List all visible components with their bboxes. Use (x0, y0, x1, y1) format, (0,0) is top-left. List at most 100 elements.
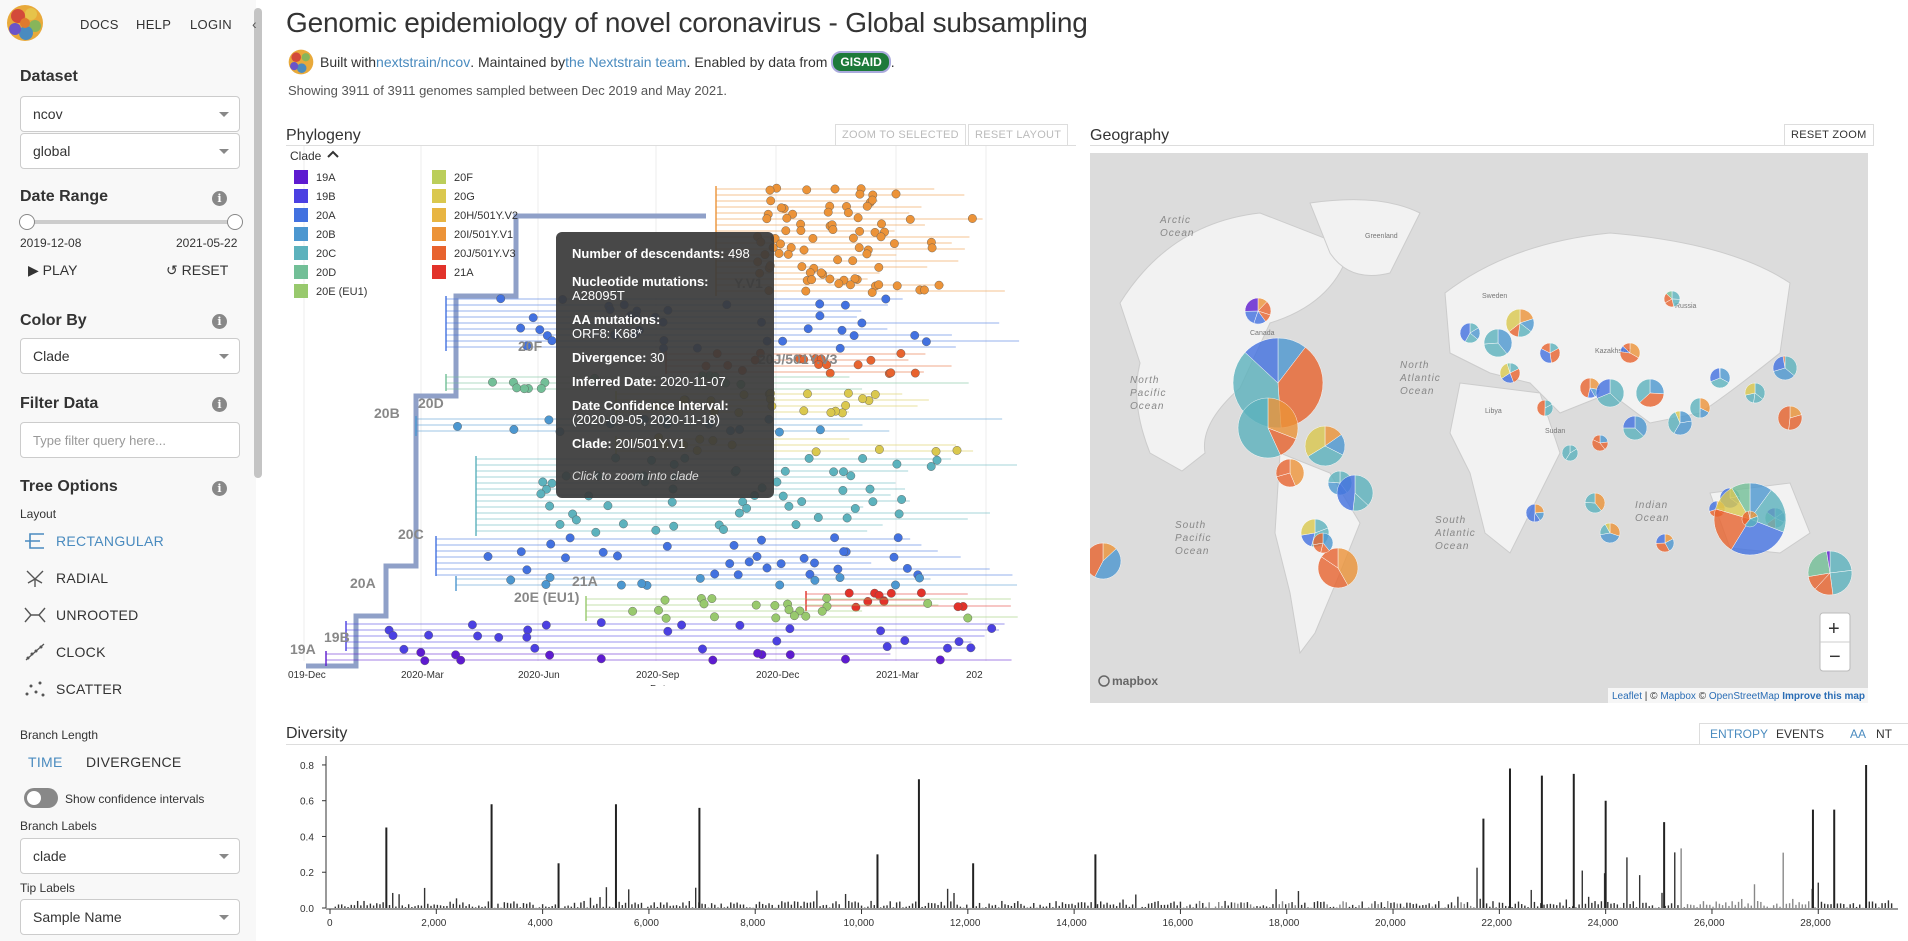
map-pie[interactable] (1499, 362, 1521, 384)
tree-tip[interactable] (420, 656, 430, 666)
tree-tip[interactable] (424, 630, 434, 640)
tree-tip[interactable] (785, 624, 795, 634)
tree-tip[interactable] (835, 343, 845, 353)
pie-slice[interactable] (1289, 458, 1305, 487)
tree-tip[interactable] (654, 605, 663, 615)
tree-tip[interactable] (830, 184, 840, 194)
tree-tip[interactable] (751, 600, 761, 610)
pie-slice[interactable] (1713, 508, 1751, 551)
tree-tip[interactable] (926, 462, 936, 471)
tree-tip[interactable] (799, 553, 809, 563)
tree-tip[interactable] (857, 318, 867, 328)
reset-zoom-button[interactable]: RESET ZOOM (1784, 124, 1874, 146)
tree-tip[interactable] (867, 195, 877, 205)
date-end-handle[interactable] (227, 214, 243, 230)
tree-tip[interactable] (775, 580, 785, 590)
pie-slice[interactable] (1773, 367, 1795, 381)
legend-label[interactable]: 21A (454, 267, 474, 279)
tree-tip[interactable] (952, 445, 962, 455)
tree-tip[interactable] (494, 632, 504, 642)
tree-tip[interactable] (799, 406, 809, 416)
tree-tip[interactable] (815, 299, 825, 309)
tree-tip[interactable] (931, 447, 941, 456)
tree-tip[interactable] (839, 547, 848, 556)
tree-tip[interactable] (772, 636, 782, 646)
legend-label[interactable]: 20E (EU1) (316, 286, 367, 298)
tree-tip[interactable] (516, 323, 526, 333)
diversity-chart[interactable]: 0.0 0.2 0.4 0.6 0.8 0 2,000 4,000 6,000 8,000 10,0… (286, 748, 1906, 940)
tree-tip[interactable] (807, 275, 816, 285)
pie-slice[interactable] (1540, 342, 1551, 354)
pie-slice[interactable] (1300, 518, 1316, 536)
tree-tip[interactable] (935, 655, 945, 665)
tip-labels-select[interactable]: Sample Name (20, 899, 240, 935)
pie-slice[interactable] (1730, 518, 1784, 556)
map-pie[interactable] (1536, 399, 1554, 417)
tree-tip[interactable] (561, 553, 570, 563)
tree-tip[interactable] (519, 384, 529, 394)
pie-slice[interactable] (1327, 470, 1341, 484)
zoom-in-button[interactable]: + (1828, 618, 1840, 640)
map-pie[interactable] (1525, 503, 1545, 523)
reset-layout-button[interactable]: RESET LAYOUT (968, 124, 1069, 146)
tree-tip[interactable] (830, 533, 839, 543)
tree-tip[interactable] (874, 280, 884, 290)
tree-tip[interactable] (618, 519, 628, 529)
tree-tip[interactable] (555, 519, 565, 529)
tree-tip[interactable] (905, 215, 915, 224)
tree-tip[interactable] (810, 575, 820, 585)
tree-tip[interactable] (742, 503, 751, 513)
tree-tip[interactable] (762, 214, 772, 224)
tree-tip[interactable] (817, 606, 827, 616)
tree-tip[interactable] (803, 324, 813, 334)
tree-tip[interactable] (637, 579, 647, 588)
tree-tip[interactable] (932, 455, 942, 465)
pie-slice[interactable] (1604, 522, 1611, 534)
tree-tip[interactable] (776, 203, 786, 213)
info-icon[interactable]: i (212, 481, 227, 496)
pie-slice[interactable] (1710, 377, 1730, 389)
info-icon[interactable]: i (212, 191, 227, 206)
tree-tip[interactable] (771, 613, 781, 623)
pie-slice[interactable] (1244, 337, 1279, 384)
nextstrain-logo[interactable] (6, 4, 44, 42)
tree-tip[interactable] (910, 330, 920, 340)
pie-slice[interactable] (1788, 414, 1803, 431)
tree-tip[interactable] (858, 454, 867, 463)
tree-tip[interactable] (799, 354, 809, 364)
tree-tip[interactable] (891, 580, 900, 590)
tree-tip[interactable] (814, 360, 823, 369)
map-pie[interactable] (1595, 378, 1625, 408)
legend-swatch[interactable] (432, 189, 446, 203)
tree-tip[interactable] (660, 595, 670, 605)
tree-tip[interactable] (834, 279, 844, 289)
tree-tip[interactable] (785, 650, 795, 660)
pie-slice[interactable] (1237, 397, 1281, 459)
pie-slice[interactable] (1744, 515, 1759, 528)
map-pie[interactable] (1237, 397, 1299, 459)
map-pie[interactable] (1505, 308, 1535, 338)
legend-label[interactable]: 20A (316, 210, 336, 222)
tree-tip[interactable] (858, 394, 867, 404)
tree-tip[interactable] (954, 637, 964, 646)
chevron-up-icon[interactable] (327, 150, 339, 158)
tree-tip[interactable] (541, 620, 551, 630)
improve-map-link[interactable]: Improve this map (1779, 691, 1865, 702)
layout-unrooted[interactable]: UNROOTED (22, 602, 139, 628)
tree-tip[interactable] (784, 501, 794, 511)
legend-label[interactable]: 20D (316, 267, 336, 279)
legend-swatch[interactable] (432, 246, 446, 260)
tree-tip[interactable] (797, 497, 807, 506)
aa-tab[interactable]: AA (1850, 727, 1867, 741)
tree-tip[interactable] (922, 337, 931, 347)
tree-tip[interactable] (870, 390, 880, 399)
pie-slice[interactable] (1525, 503, 1536, 523)
tree-tip[interactable] (545, 650, 554, 660)
pie-slice[interactable] (1782, 355, 1786, 369)
tree-tip[interactable] (810, 558, 819, 568)
tree-tip[interactable] (963, 613, 973, 623)
tree-tip[interactable] (416, 648, 426, 657)
tree-tip[interactable] (496, 294, 506, 304)
tree-tip[interactable] (729, 540, 739, 550)
tree-tip[interactable] (841, 654, 850, 664)
